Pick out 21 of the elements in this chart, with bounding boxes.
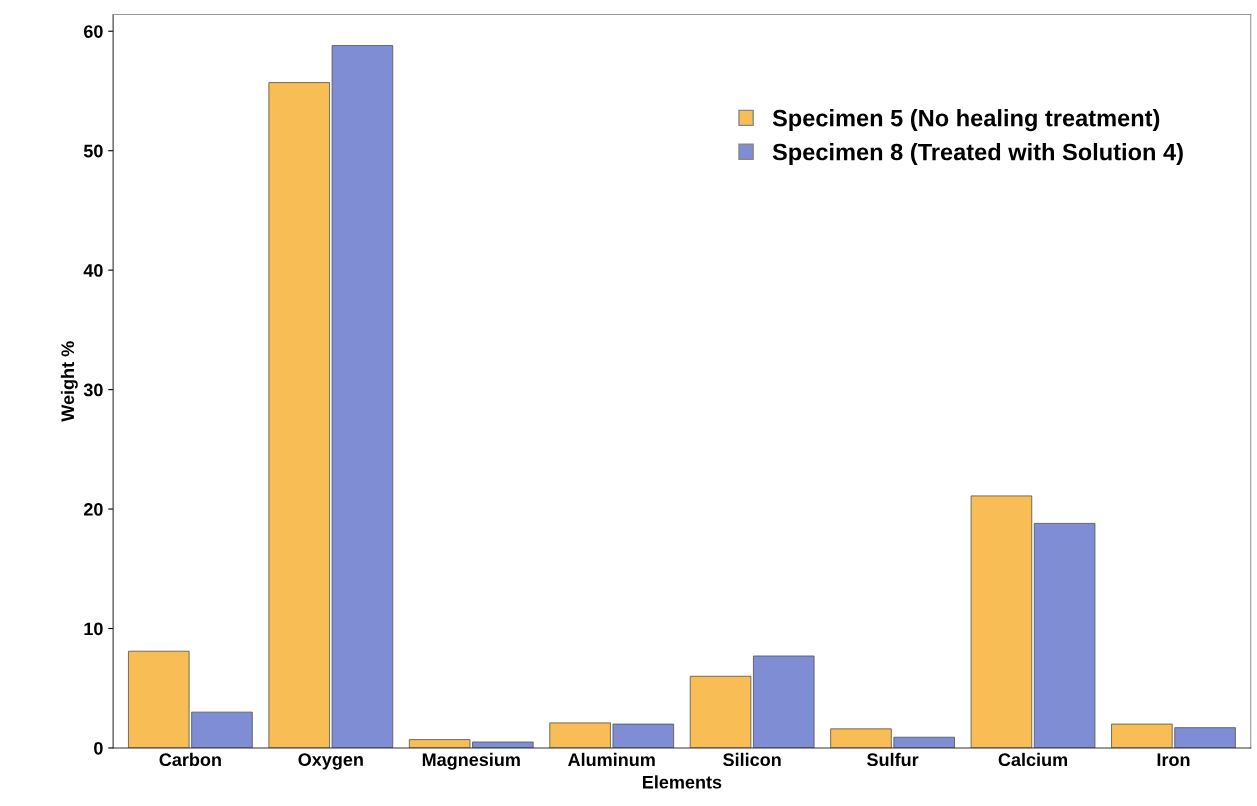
- legend-label: Specimen 5 (No healing treatment): [772, 109, 1160, 132]
- y-tick-label: 30: [83, 383, 103, 397]
- y-tick-label: 0: [94, 741, 103, 755]
- x-axis-title: Elements: [642, 775, 722, 789]
- x-tick-label: Calcium: [998, 752, 1068, 767]
- legend-label: Specimen 8 (Treated with Solution 4): [772, 143, 1183, 166]
- x-tick-label: Sulfur: [867, 752, 919, 767]
- y-axis-title: Weight %: [60, 341, 78, 422]
- y-tick-label: 10: [84, 622, 103, 636]
- x-tick-label: Silicon: [723, 752, 781, 767]
- x-tick-label: Iron: [1157, 753, 1190, 767]
- bar: [970, 495, 1033, 748]
- y-tick-label: 20: [83, 502, 103, 516]
- y-tick-label: 40: [83, 264, 103, 277]
- x-tick-label: Magnesium: [422, 752, 520, 770]
- x-tick-label: Oxygen: [298, 753, 363, 770]
- y-tick-label: 60: [83, 25, 103, 38]
- x-tick-label: Carbon: [159, 752, 221, 767]
- x-tick-label: Aluminum: [568, 752, 655, 767]
- bar: [1033, 522, 1096, 748]
- y-tick-label: 50: [83, 144, 103, 158]
